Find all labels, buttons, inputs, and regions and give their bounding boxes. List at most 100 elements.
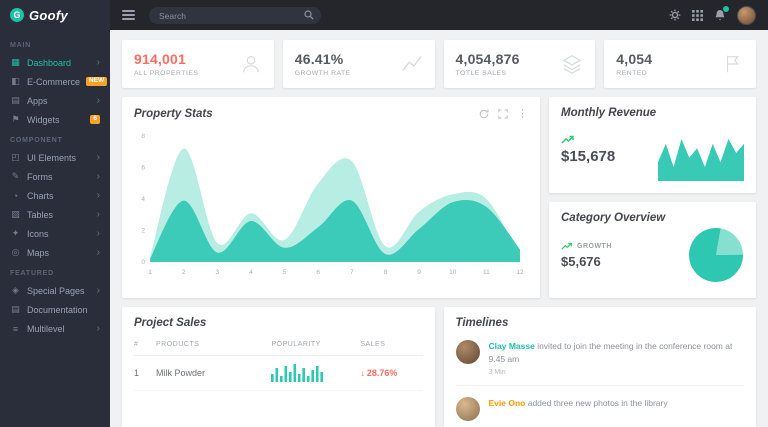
apps-grid-icon[interactable] — [692, 9, 703, 21]
sidebar-item-label: Multilevel — [27, 323, 65, 334]
sidebar-item-apps[interactable]: ▤ Apps › — [0, 91, 110, 110]
sidebar-item-label: Dashboard — [27, 57, 72, 68]
dashboard-icon: ▦ — [11, 57, 20, 67]
sidebar-item-charts[interactable]: ◔ Charts › — [0, 186, 110, 205]
table-icon: ▧ — [11, 209, 20, 219]
growth-label: GROWTH — [577, 242, 612, 250]
sidebar-item-widgets[interactable]: ⚑ Widgets 6 — [0, 110, 110, 129]
sidebar-item-multilevel[interactable]: ≡ Multilevel › — [0, 319, 110, 338]
top-navbar: G Goofy — [0, 0, 768, 30]
svg-text:4: 4 — [249, 269, 253, 276]
svg-text:10: 10 — [449, 269, 457, 276]
pie-chart-icon: ◔ — [12, 190, 19, 201]
pages-icon: ◈ — [12, 285, 19, 295]
sales-value: 28.76% — [366, 368, 398, 378]
sidebar-item-icons[interactable]: ✦ Icons › — [0, 224, 110, 243]
card-title: Property Stats — [134, 108, 213, 120]
right-column: Monthly Revenue $15,678 Category Overvie… — [549, 97, 756, 298]
sidebar-item-label: Icons — [27, 228, 49, 239]
avatar[interactable] — [455, 340, 480, 364]
sidebar-item-tables[interactable]: ▧ Tables › — [0, 205, 110, 224]
new-badge: NEW — [86, 76, 108, 87]
sidebar-item-label: Apps — [27, 95, 48, 106]
card-title: Timelines — [455, 317, 509, 329]
sidebar-item-maps[interactable]: ◎ Maps › — [0, 243, 110, 262]
monthly-revenue-body: $15,678 — [561, 119, 744, 181]
star-icon: ✦ — [11, 228, 20, 238]
timeline-user-link[interactable]: Evie Ono — [488, 397, 526, 408]
bell-icon[interactable] — [714, 6, 729, 21]
col-popularity: POPULARITY — [271, 341, 321, 348]
timeline-text: invited to join the meeting in the confe… — [488, 341, 733, 364]
growth-arrow-icon — [561, 242, 572, 249]
popularity-sparkline — [271, 364, 324, 382]
property-stats-card: Property Stats ⋮ 0 2 4 6 8 1 2 3 4 5 6 7 8 9 10 11 12 — [122, 97, 540, 298]
stats-row: 914,001 ALL PROPERTIES 46.41% GROWTH RAT… — [122, 40, 756, 88]
layers-icon — [561, 53, 583, 75]
sidebar-item-forms[interactable]: ✎ Forms › — [0, 167, 110, 186]
main-content: 914,001 ALL PROPERTIES 46.41% GROWTH RAT… — [110, 30, 768, 427]
timeline-item: Evie Ono added three new photos in the l… — [455, 386, 745, 427]
search-icon[interactable] — [304, 10, 314, 20]
down-arrow-icon: ↓ — [360, 368, 365, 378]
sidebar-item-ecommerce[interactable]: ◧ E-Commerce NEW — [0, 72, 110, 91]
chevron-icon: › — [96, 284, 100, 296]
sidebar-item-special-pages[interactable]: ◈ Special Pages › — [0, 281, 110, 300]
stat-card-total-sales: 4,054,876 TOTLE SALES — [443, 40, 596, 88]
search — [149, 6, 321, 25]
category-overview-value: $5,676 — [561, 253, 601, 269]
chevron-icon: › — [96, 56, 100, 68]
refresh-icon[interactable] — [479, 109, 489, 119]
product-name: Milk Powder — [156, 368, 206, 378]
sidebar-item-label: Forms — [27, 171, 53, 182]
expand-icon[interactable] — [498, 109, 508, 119]
table-header: # PRODUCTS POPULARITY SALES — [134, 329, 423, 356]
timeline-text: added three new photos in the library — [527, 397, 668, 408]
svg-text:11: 11 — [483, 269, 490, 276]
sidebar-item-documentation[interactable]: ▤ Documentation — [0, 300, 110, 319]
sidebar-item-label: UI Elements — [27, 152, 77, 163]
stat-label: TOTLE SALES — [455, 70, 507, 77]
count-badge: 6 — [90, 114, 100, 125]
user-avatar[interactable] — [737, 5, 756, 25]
svg-text:4: 4 — [141, 196, 145, 203]
sidebar-item-ui-elements[interactable]: ◰ UI Elements › — [0, 148, 110, 167]
logo[interactable]: G Goofy — [0, 0, 110, 30]
sidebar-item-label: Maps — [27, 247, 50, 258]
search-input[interactable] — [149, 7, 321, 25]
kebab-menu-icon[interactable]: ⋮ — [517, 107, 528, 120]
category-pie-chart — [689, 227, 744, 282]
person-icon — [240, 53, 262, 75]
monthly-revenue-card: Monthly Revenue $15,678 — [549, 97, 756, 193]
timeline-user-link[interactable]: Clay Masse — [488, 341, 535, 351]
logo-icon: G — [10, 8, 24, 22]
stat-card-growth-rate: 46.41% GROWTH RATE — [282, 40, 435, 88]
svg-text:8: 8 — [384, 269, 388, 276]
stat-card-rented: 4,054 RENTED — [604, 40, 756, 88]
svg-text:5: 5 — [283, 269, 287, 276]
monthly-revenue-value: $15,678 — [561, 148, 616, 165]
gear-icon[interactable] — [669, 9, 681, 21]
stat-label: GROWTH RATE — [294, 70, 351, 77]
stat-card-all-properties: 914,001 ALL PROPERTIES — [122, 40, 274, 88]
logo-text: Goofy — [29, 7, 69, 23]
growth-arrow-icon — [561, 135, 574, 144]
row-num: 1 — [134, 368, 140, 378]
bottom-row: Project Sales # PRODUCTS POPULARITY SALE… — [122, 307, 756, 427]
sidebar-item-dashboard[interactable]: ▦ Dashboard › — [0, 53, 110, 72]
category-overview-body: GROWTH $5,676 — [561, 224, 744, 286]
stat-value: 914,001 — [134, 51, 187, 67]
navbar-actions — [669, 5, 768, 25]
svg-text:3: 3 — [215, 269, 219, 276]
sidebar-section-component: COMPONENT — [10, 137, 63, 144]
chevron-icon: › — [96, 94, 100, 106]
avatar[interactable] — [455, 396, 480, 421]
sidebar-item-label: Charts — [27, 190, 54, 201]
stat-label: ALL PROPERTIES — [134, 70, 199, 77]
menu-toggle-icon[interactable] — [122, 10, 135, 20]
document-icon: ▤ — [11, 304, 20, 314]
timelines-card: Timelines Clay Masse invited to join the… — [443, 307, 756, 427]
timeline-item: Clay Masse invited to join the meeting i… — [455, 329, 744, 386]
